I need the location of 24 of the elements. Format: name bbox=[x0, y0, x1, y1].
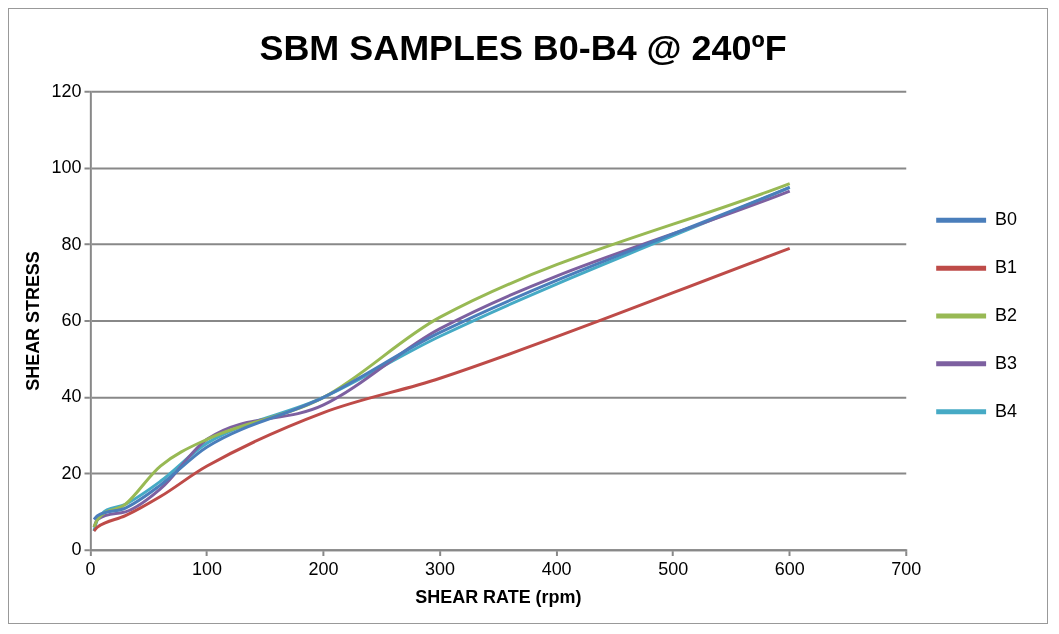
x-tick-label: 600 bbox=[774, 558, 805, 579]
y-tick-label: 80 bbox=[61, 233, 82, 254]
x-tick-label: 100 bbox=[192, 558, 223, 579]
x-tick-label: 500 bbox=[658, 558, 689, 579]
x-tick-label: 700 bbox=[891, 558, 922, 579]
x-tick-label: 300 bbox=[425, 558, 456, 579]
x-tick-label: 200 bbox=[308, 558, 339, 579]
legend-label: B2 bbox=[995, 304, 1018, 325]
chart-title: SBM SAMPLES B0-B4 @ 240ºF bbox=[259, 28, 787, 69]
y-tick-label: 0 bbox=[71, 539, 82, 559]
legend-label: B1 bbox=[995, 257, 1018, 278]
x-tick-label: 400 bbox=[541, 558, 572, 579]
legend-label: B0 bbox=[995, 209, 1018, 230]
y-axis-title: SHEAR STRESS bbox=[22, 251, 43, 391]
y-tick-label: 120 bbox=[51, 80, 82, 101]
x-tick-label: 0 bbox=[85, 558, 96, 579]
line-series bbox=[92, 246, 792, 533]
y-tick-label: 20 bbox=[61, 462, 82, 483]
x-axis-title: SHEAR RATE (rpm) bbox=[415, 587, 582, 608]
legend-label: B4 bbox=[995, 400, 1018, 421]
legend-label: B3 bbox=[995, 352, 1018, 373]
y-tick-label: 100 bbox=[51, 157, 82, 178]
y-tick-label: 60 bbox=[61, 309, 82, 330]
y-tick-label: 40 bbox=[61, 386, 82, 407]
